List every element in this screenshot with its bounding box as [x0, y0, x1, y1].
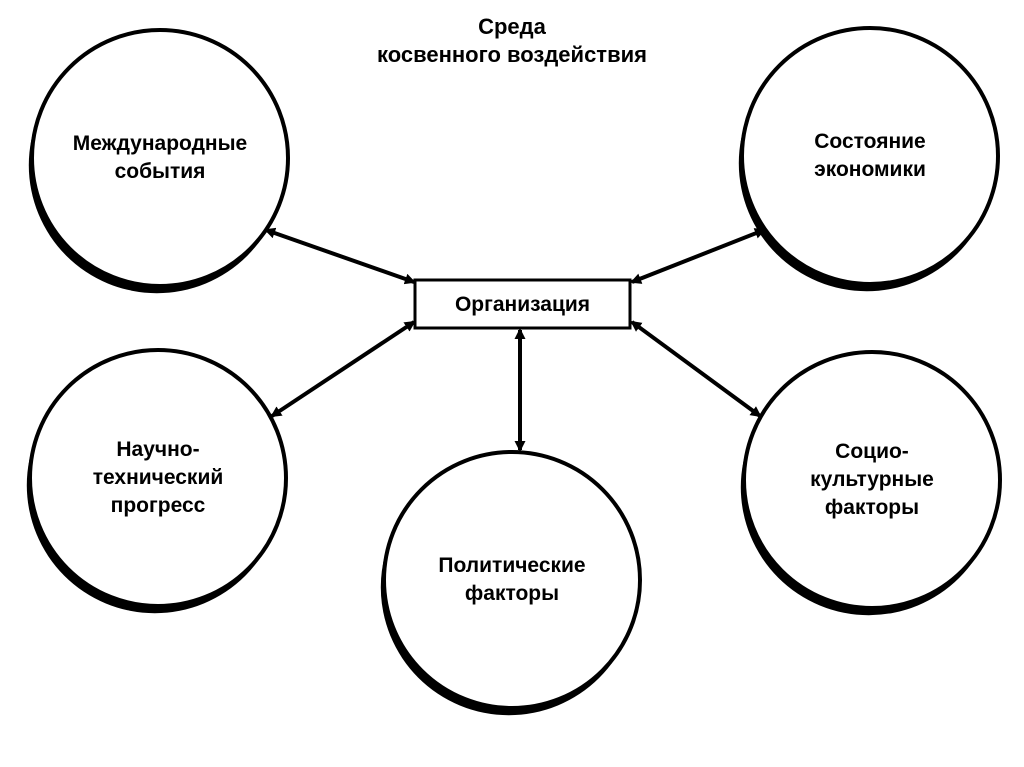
edge-org-intl — [266, 230, 414, 282]
circles-group: Международные события Состояние экономики На… — [27, 28, 1000, 715]
node-label-line: прогресс — [111, 494, 206, 517]
node-label-line: Политические — [438, 554, 585, 577]
diagram-canvas: Среда косвенного воздействия Международн… — [0, 0, 1024, 767]
edge-org-sci — [272, 322, 414, 416]
node-intl: Международные события — [29, 30, 288, 293]
node-soc: Социо-культурные факторы — [741, 352, 1000, 615]
center-node: Организация — [415, 280, 630, 328]
node-circle — [32, 30, 288, 286]
node-label-line: события — [115, 160, 206, 183]
node-pol: Политические факторы — [381, 452, 640, 715]
diagram-title-line2: косвенного воздействия — [377, 42, 647, 67]
node-econ: Состояние экономики — [739, 28, 998, 291]
edges-group — [266, 230, 764, 450]
node-label-line: экономики — [814, 158, 926, 181]
node-label-line: культурные — [810, 468, 934, 491]
node-label-line: Состояние — [814, 130, 925, 153]
node-circle — [742, 28, 998, 284]
node-sci: Научно-технический прогресс — [27, 350, 286, 613]
diagram-title-line1: Среда — [478, 14, 547, 39]
node-label-line: факторы — [465, 582, 559, 605]
node-label-line: Социо- — [835, 440, 909, 463]
node-circle — [384, 452, 640, 708]
edge-org-econ — [632, 230, 764, 282]
node-label-line: Научно- — [116, 438, 199, 461]
node-label-line: технический — [93, 466, 224, 489]
node-label-line: факторы — [825, 496, 919, 519]
center-label: Организация — [455, 293, 590, 316]
node-label-line: Международные — [73, 132, 247, 155]
edge-org-soc — [632, 322, 760, 416]
